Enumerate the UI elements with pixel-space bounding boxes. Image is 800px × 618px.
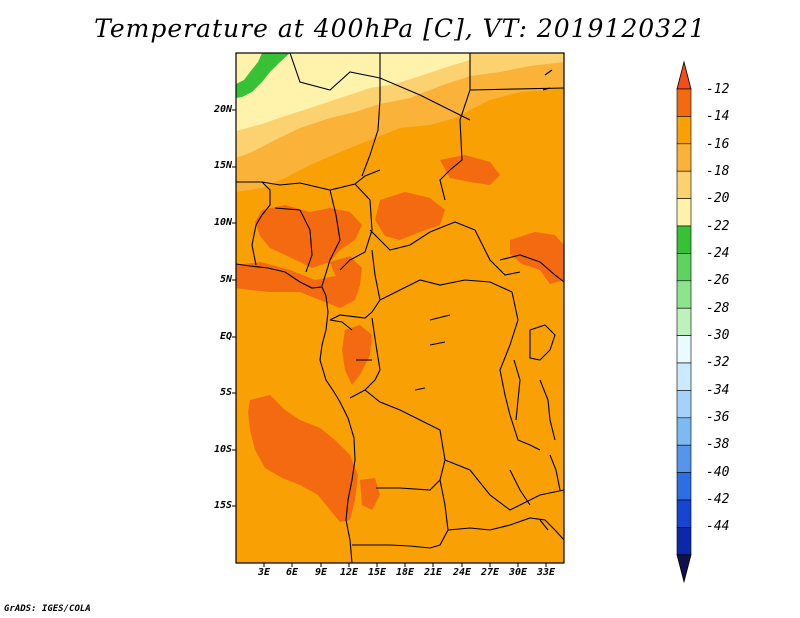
lon-label-24e: 24E	[452, 567, 472, 578]
colorbar-label: -30	[706, 328, 730, 343]
lon-label-33e: 33E	[536, 567, 556, 578]
colorbar-label: -34	[706, 383, 730, 398]
map-title: Temperature at 400hPa [C], VT: 201912032…	[94, 14, 706, 43]
colorbar-swatch	[676, 390, 692, 419]
map-frame	[235, 52, 565, 564]
lat-label-15s: 15S	[213, 500, 232, 511]
patch-chad	[375, 192, 445, 240]
temperature-field	[236, 53, 564, 563]
patch-southwest	[248, 395, 358, 522]
colorbar-swatch	[676, 362, 692, 391]
colorbar-swatch	[676, 280, 692, 309]
colorbar-swatch	[676, 527, 692, 556]
colorbar-bottom-arrow	[676, 554, 692, 584]
colorbar-label: -22	[706, 219, 730, 234]
lat-label-eq: EQ	[219, 331, 232, 342]
lon-label-6e: 6E	[285, 567, 299, 578]
lon-label-21e: 21E	[423, 567, 443, 578]
colorbar	[676, 60, 692, 584]
grads-credit: GrADS: IGES/COLA	[4, 604, 91, 614]
colorbar-label: -12	[706, 82, 730, 97]
patch-west-africa	[255, 205, 362, 268]
colorbar-swatch	[676, 444, 692, 473]
colorbar-swatch	[676, 307, 692, 336]
lat-label-10n: 10N	[213, 217, 232, 228]
patch-gulf	[236, 262, 360, 308]
colorbar-label: -36	[706, 410, 730, 425]
lon-label-30e: 30E	[508, 567, 528, 578]
colorbar-label: -28	[706, 301, 730, 316]
lat-label-15n: 15N	[213, 160, 232, 171]
patch-congo	[342, 325, 372, 385]
colorbar-label: -18	[706, 164, 730, 179]
colorbar-swatch	[676, 499, 692, 528]
colorbar-label: -38	[706, 437, 730, 452]
lon-label-27e: 27E	[480, 567, 500, 578]
lat-label-20n: 20N	[213, 104, 232, 115]
lon-label-9e: 9E	[314, 567, 328, 578]
colorbar-swatch	[676, 198, 692, 227]
colorbar-label: -26	[706, 273, 730, 288]
colorbar-label: -32	[706, 355, 730, 370]
colorbar-label: -20	[706, 191, 730, 206]
lat-label-10s: 10S	[213, 444, 232, 455]
lon-label-18e: 18E	[395, 567, 415, 578]
colorbar-top-arrow	[676, 60, 692, 90]
colorbar-swatch	[676, 253, 692, 282]
axis-ticks	[232, 109, 547, 567]
colorbar-swatch	[676, 417, 692, 446]
colorbar-label: -42	[706, 492, 730, 507]
lat-label-5s: 5S	[219, 387, 232, 398]
patch-cameroon	[330, 256, 362, 285]
colorbar-swatch	[676, 116, 692, 145]
colorbar-swatch	[676, 88, 692, 117]
colorbar-label: -24	[706, 246, 730, 261]
band-minus-22	[236, 53, 470, 131]
colorbar-label: -14	[706, 109, 730, 124]
lat-label-5n: 5N	[219, 274, 232, 285]
colorbar-label: -16	[706, 137, 730, 152]
colorbar-label: -44	[706, 519, 730, 534]
patch-sudan	[440, 155, 500, 185]
band-minus-22-corner	[236, 53, 262, 84]
lon-label-12e: 12E	[339, 567, 359, 578]
patch-namibia	[360, 478, 380, 510]
colorbar-swatch	[676, 335, 692, 364]
colorbar-label: -40	[706, 465, 730, 480]
lon-label-15e: 15E	[367, 567, 387, 578]
colorbar-swatch	[676, 472, 692, 501]
colorbar-swatch	[676, 225, 692, 254]
lon-label-3e: 3E	[257, 567, 271, 578]
borders	[236, 53, 564, 563]
colorbar-swatch	[676, 143, 692, 172]
colorbar-swatch	[676, 170, 692, 199]
